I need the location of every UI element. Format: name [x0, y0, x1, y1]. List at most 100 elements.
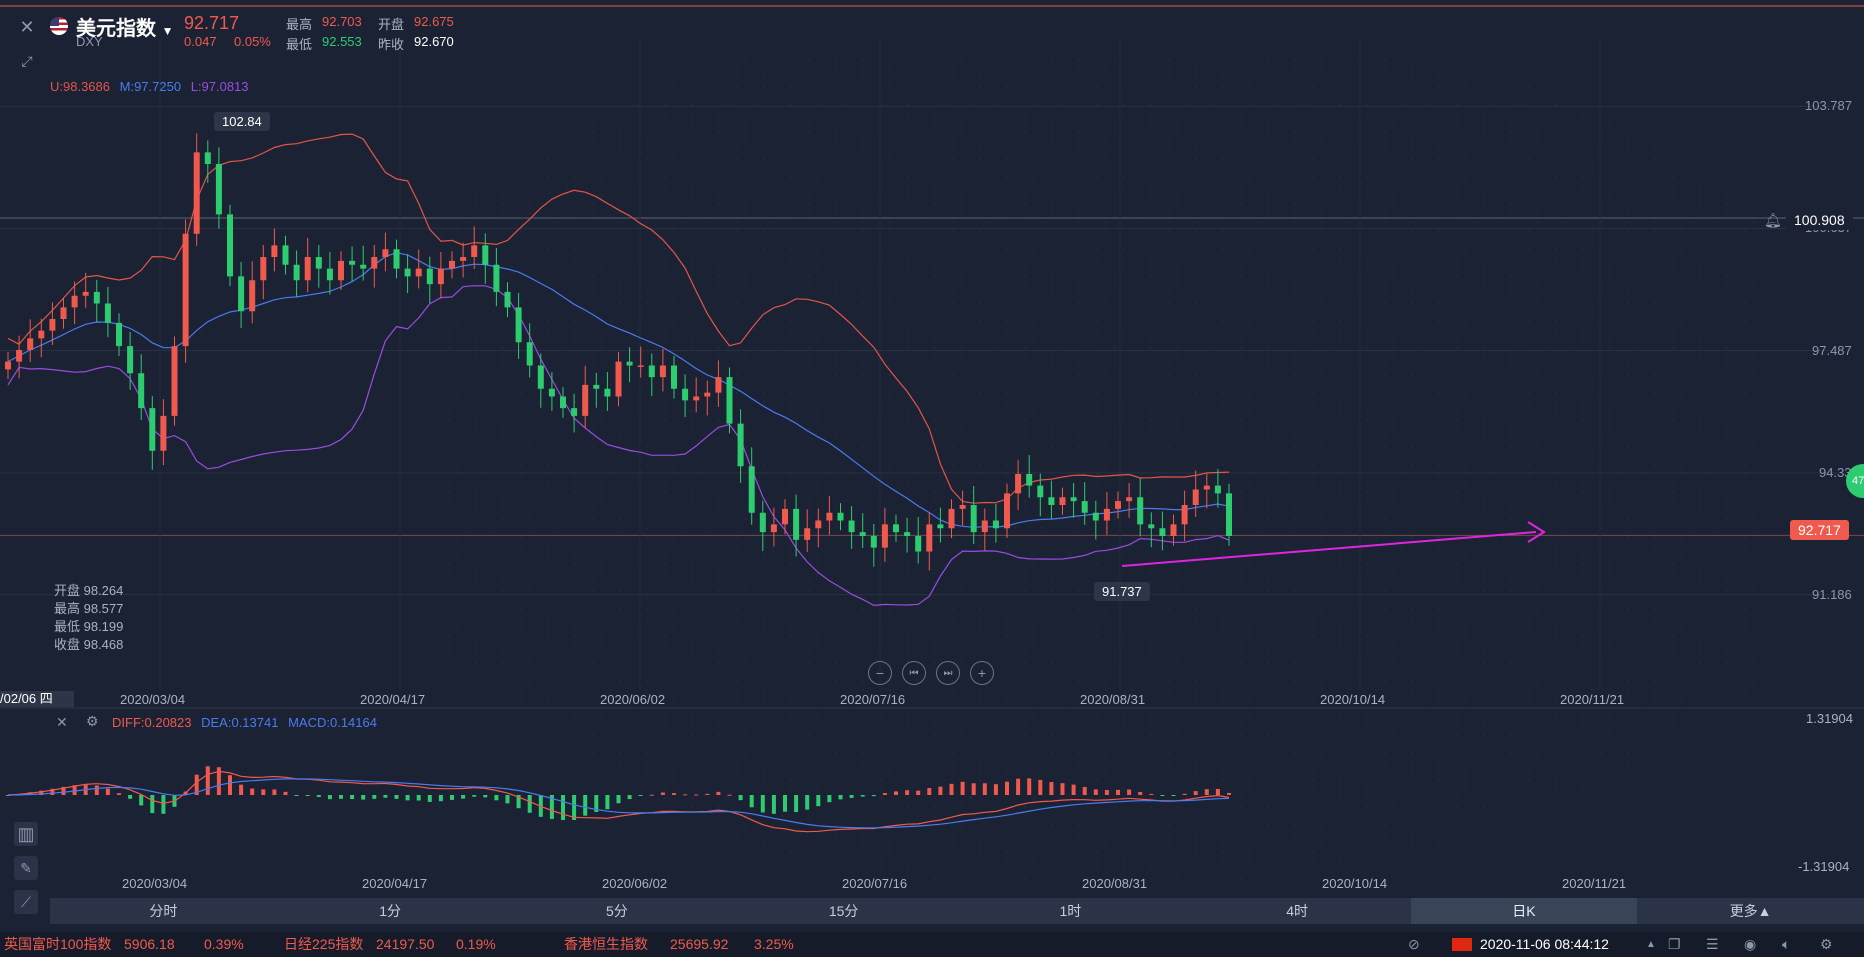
draw-tool-icon[interactable]: ⤢: [21, 52, 33, 69]
map-dot: [1303, 428, 1305, 430]
map-dot: [511, 185, 513, 187]
map-dot: [871, 725, 873, 727]
map-dot: [1528, 464, 1530, 466]
map-dot: [637, 104, 639, 106]
map-dot: [1060, 725, 1062, 727]
line-tool-icon[interactable]: ⟋: [14, 890, 38, 914]
map-dot: [907, 797, 909, 799]
map-dot: [916, 779, 918, 781]
map-dot: [1744, 320, 1746, 322]
map-dot: [1006, 95, 1008, 97]
map-dot: [988, 437, 990, 439]
map-dot: [844, 653, 846, 655]
timeframe-toolbar: 分时 1分 5分 15分 1时 4时 日K 更多▲: [50, 898, 1864, 924]
map-dot: [1348, 77, 1350, 79]
close-indicator-icon[interactable]: ✕: [56, 714, 68, 730]
map-dot: [1618, 554, 1620, 556]
map-dot: [1375, 554, 1377, 556]
camera-icon[interactable]: ◉: [1744, 936, 1757, 952]
zoom-out-icon[interactable]: −: [868, 661, 892, 685]
map-dot: [745, 590, 747, 592]
bell-icon[interactable]: 🔔︎: [1764, 212, 1782, 228]
map-dot: [790, 482, 792, 484]
tf-4h[interactable]: 4时: [1286, 903, 1309, 919]
tf-15m[interactable]: 15分: [828, 903, 859, 919]
map-dot: [889, 86, 891, 88]
map-dot: [1555, 635, 1557, 637]
map-dot: [1501, 680, 1503, 682]
ticker-name-hsi[interactable]: 香港恒生指数: [564, 936, 648, 952]
side-badge[interactable]: 47: [1846, 464, 1864, 498]
map-dot: [1204, 824, 1206, 826]
map-dot: [1438, 608, 1440, 610]
map-dot: [1240, 662, 1242, 664]
map-dot: [799, 221, 801, 223]
map-dot: [439, 356, 441, 358]
tf-tick[interactable]: 分时: [149, 903, 178, 919]
indicator-icon[interactable]: ▥: [14, 822, 38, 846]
map-dot: [1357, 509, 1359, 511]
map-dot: [1627, 365, 1629, 367]
map-dot: [1348, 383, 1350, 385]
map-dot: [646, 293, 648, 295]
map-dot: [979, 545, 981, 547]
map-dot: [1159, 248, 1161, 250]
instrument-title[interactable]: 美元指数 ▼: [76, 18, 174, 40]
tf-1m[interactable]: 1分: [379, 903, 402, 919]
map-dot: [1087, 734, 1089, 736]
map-dot: [1267, 743, 1269, 745]
map-dot: [1402, 104, 1404, 106]
map-dot: [439, 446, 441, 448]
close-icon[interactable]: ✕: [19, 16, 35, 37]
tf-1h[interactable]: 1时: [1059, 903, 1082, 919]
candle-body: [826, 512, 833, 521]
map-dot: [1519, 347, 1521, 349]
map-dot: [1294, 374, 1296, 376]
tf-daily[interactable]: 日K: [1410, 898, 1638, 924]
map-dot: [1663, 599, 1665, 601]
map-dot: [1618, 401, 1620, 403]
candle-body: [82, 291, 89, 296]
map-dot: [1123, 554, 1125, 556]
map-dot: [979, 770, 981, 772]
map-dot: [1033, 716, 1035, 718]
map-dot: [1672, 635, 1674, 637]
map-dot: [934, 185, 936, 187]
skip-forward-icon[interactable]: ⏭: [936, 661, 960, 685]
skip-back-icon[interactable]: ⏮: [902, 661, 926, 685]
map-dot: [709, 527, 711, 529]
window-icon[interactable]: ❐: [1668, 936, 1681, 952]
volume-icon[interactable]: 🔈︎: [1782, 936, 1791, 952]
settings-gear-icon[interactable]: ⚙︎: [86, 713, 99, 729]
map-dot: [943, 860, 945, 862]
map-dot: [1699, 194, 1701, 196]
expand-up-icon[interactable]: ▲: [1646, 939, 1656, 950]
map-dot: [1636, 428, 1638, 430]
map-dot: [1573, 734, 1575, 736]
map-dot: [1330, 653, 1332, 655]
alert-price-tag[interactable]: 100.908: [1786, 210, 1853, 230]
map-dot: [1375, 77, 1377, 79]
map-dot: [1483, 734, 1485, 736]
macd-histogram-bar: [672, 793, 676, 795]
map-dot: [1141, 203, 1143, 205]
list-icon[interactable]: ☰: [1706, 936, 1719, 952]
settings-icon[interactable]: ⚙︎: [1820, 936, 1833, 952]
map-dot: [943, 851, 945, 853]
pencil-icon[interactable]: ✎: [14, 856, 38, 880]
zoom-in-icon[interactable]: +: [970, 661, 994, 685]
tf-more[interactable]: 更多▲: [1729, 903, 1772, 919]
ticker-name-ftse[interactable]: 英国富时100指数: [4, 936, 112, 952]
map-dot: [592, 437, 594, 439]
candle-body: [693, 396, 700, 401]
ticker-name-nikkei[interactable]: 日经225指数: [284, 936, 364, 952]
map-dot: [1384, 824, 1386, 826]
macd-histogram-bar: [505, 795, 510, 804]
map-dot: [1393, 428, 1395, 430]
tf-5m[interactable]: 5分: [605, 903, 628, 919]
map-dot: [1708, 473, 1710, 475]
map-dot: [1636, 500, 1638, 502]
map-dot: [943, 392, 945, 394]
candle-body: [160, 415, 167, 451]
